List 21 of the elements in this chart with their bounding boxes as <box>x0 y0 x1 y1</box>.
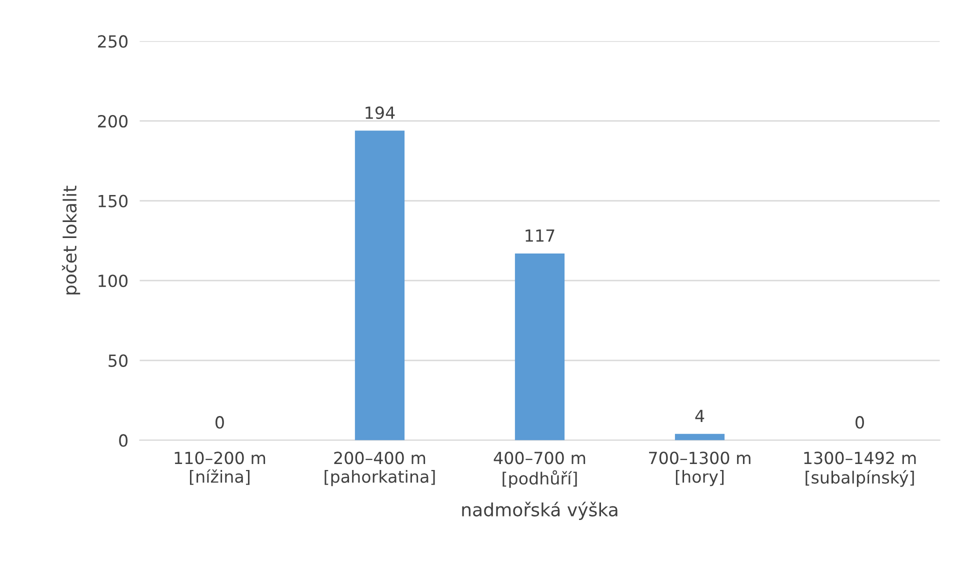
y-axis-title: počet lokalit <box>62 186 80 294</box>
y-tick-label: 250 <box>98 35 128 48</box>
y-tick-label: 50 <box>108 354 128 367</box>
x-tick-label: 700–1300 m [hory] <box>649 452 750 486</box>
data-label: 0 <box>216 416 224 429</box>
bar <box>674 434 725 440</box>
x-tick-label: 200–400 m [pahorkatina] <box>324 452 435 486</box>
x-tick-label: 1300–1492 m [subalpínský] <box>804 452 916 487</box>
data-label: 194 <box>366 106 395 119</box>
bar <box>514 253 565 440</box>
data-label: 0 <box>856 416 864 429</box>
data-label: 4 <box>695 410 704 422</box>
data-label: 117 <box>526 230 554 242</box>
bar <box>354 130 405 440</box>
x-tick-label: 400–700 m [podhůří] <box>494 452 586 488</box>
y-tick-label: 100 <box>98 274 128 288</box>
y-tick-label: 0 <box>119 434 128 447</box>
x-axis-title: nadmořská výška <box>462 502 618 520</box>
y-tick-label: 200 <box>98 114 128 128</box>
x-tick-label: 110–200 m [nížina] <box>174 452 266 485</box>
y-tick-label: 150 <box>98 194 128 208</box>
